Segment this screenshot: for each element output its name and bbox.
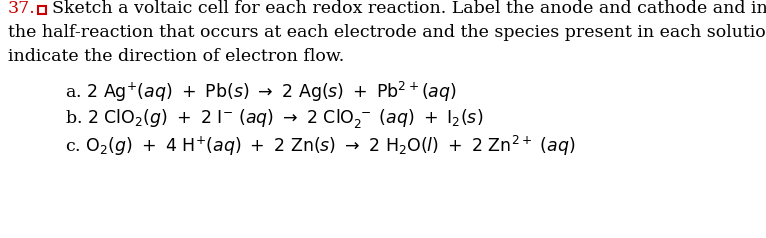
Text: 37.: 37. — [8, 0, 36, 17]
Text: b. $\mathrm{2\ ClO_2(}$$\mathit{g}$$\mathrm{)\ +\ 2\ I^{-}\ (}$$\mathit{aq}$$\ma: b. $\mathrm{2\ ClO_2(}$$\mathit{g}$$\mat… — [65, 107, 483, 130]
Text: a. $\mathrm{2\ Ag^{+}(}$$\mathit{aq}$$\mathrm{)\ +\ Pb(}$$\mathit{s}$$\mathrm{)\: a. $\mathrm{2\ Ag^{+}(}$$\mathit{aq}$$\m… — [65, 80, 457, 104]
Text: c. $\mathrm{O_2(}$$\mathit{g}$$\mathrm{)\ +\ 4\ H^{+}(}$$\mathit{aq}$$\mathrm{)\: c. $\mathrm{O_2(}$$\mathit{g}$$\mathrm{)… — [65, 134, 575, 158]
Text: Sketch a voltaic cell for each redox reaction. Label the anode and cathode and i: Sketch a voltaic cell for each redox rea… — [52, 0, 766, 17]
Text: the half-reaction that occurs at each electrode and the species present in each : the half-reaction that occurs at each el… — [8, 24, 766, 41]
Text: indicate the direction of electron flow.: indicate the direction of electron flow. — [8, 48, 344, 65]
